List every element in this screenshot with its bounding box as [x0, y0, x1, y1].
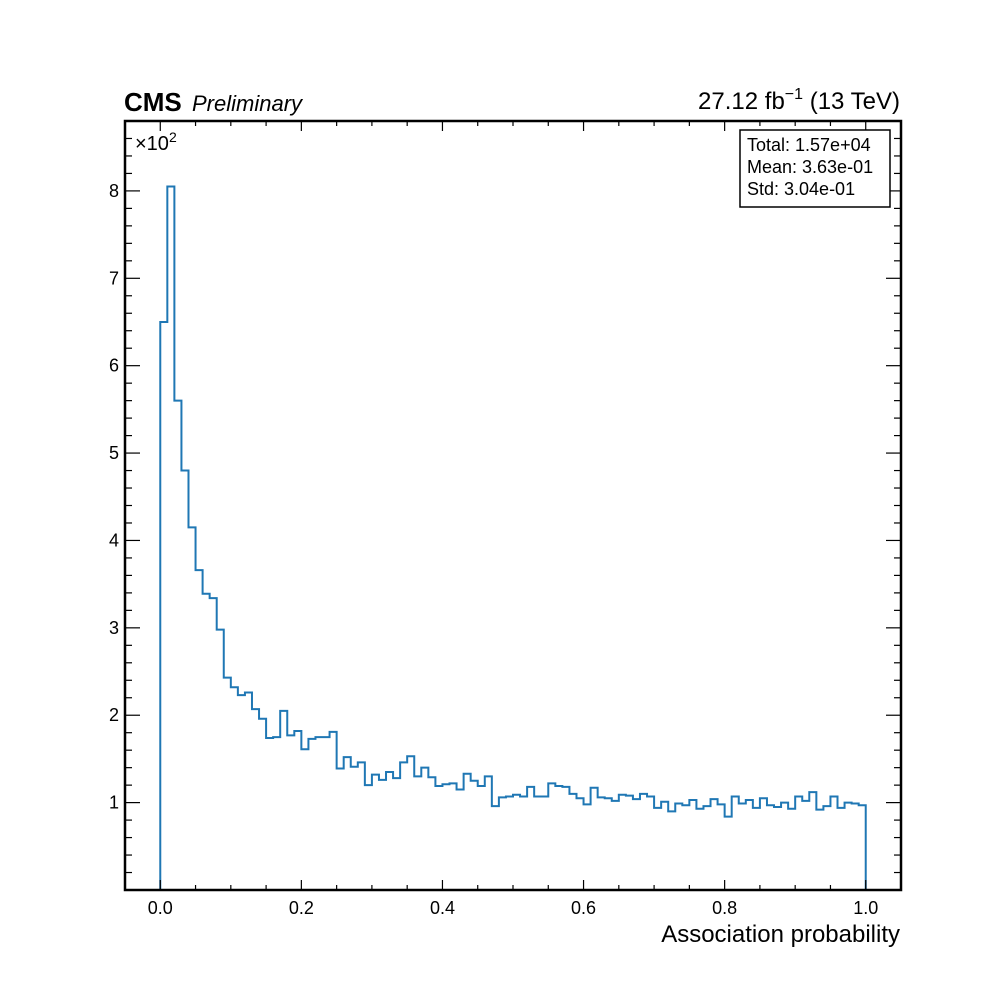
x-tick-label: 0.2 — [289, 898, 314, 918]
y-multiplier: ×102 — [135, 129, 177, 155]
y-tick-label: 5 — [109, 443, 119, 463]
y-tick-label: 4 — [109, 530, 119, 550]
luminosity-label: 27.12 fb−1 (13 TeV) — [698, 86, 900, 115]
y-tick-label: 6 — [109, 356, 119, 376]
experiment-label: CMS Preliminary — [124, 87, 304, 117]
stats-std: Std: 3.04e-01 — [747, 179, 855, 199]
y-tick-label: 8 — [109, 181, 119, 201]
x-tick-label: 1.0 — [853, 898, 878, 918]
cms-label: CMS — [124, 87, 182, 117]
x-axis-label: Association probability — [661, 921, 900, 948]
x-tick-label: 0.0 — [148, 898, 173, 918]
stats-mean: Mean: 3.63e-01 — [747, 157, 873, 177]
x-tick-label: 0.6 — [571, 898, 596, 918]
y-multiplier-base: ×10 — [135, 133, 169, 155]
stats-box-frame — [739, 129, 891, 208]
y-tick-label: 1 — [109, 793, 119, 813]
y-tick-label: 3 — [109, 618, 119, 638]
plot-frame — [123, 119, 903, 892]
lumi-value: 27.12 — [698, 88, 758, 115]
preliminary-label: Preliminary — [192, 91, 304, 116]
x-tick-label: 0.8 — [712, 898, 737, 918]
lumi-exponent: −1 — [785, 86, 803, 103]
y-axis-ticks: 1 2 3 4 5 6 7 8 — [109, 137, 901, 874]
x-tick-label: 0.4 — [430, 898, 455, 918]
y-multiplier-exponent: 2 — [169, 129, 177, 145]
energy-label: (13 TeV) — [810, 88, 900, 115]
y-tick-label: 7 — [109, 268, 119, 288]
y-tick-label: 2 — [109, 705, 119, 725]
histogram-series-line — [159, 185, 867, 890]
stats-total: Total: 1.57e+04 — [747, 135, 871, 155]
x-axis-ticks: 0.0 0.2 0.4 0.6 0.8 1.0 — [124, 121, 902, 918]
stats-box: Total: 1.57e+04 Mean: 3.63e-01 Std: 3.04… — [739, 129, 891, 208]
lumi-unit: fb — [765, 88, 785, 115]
